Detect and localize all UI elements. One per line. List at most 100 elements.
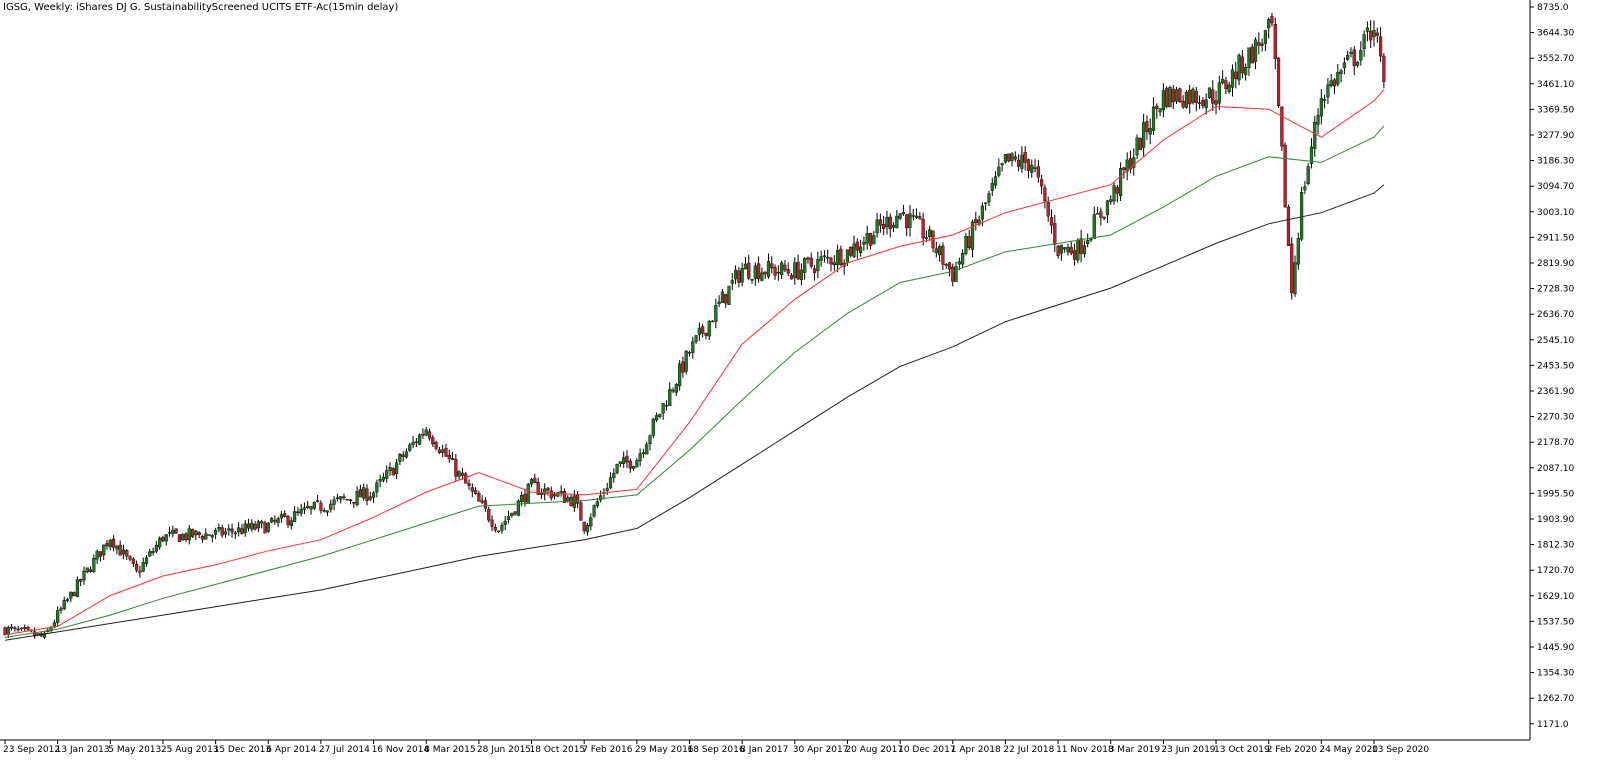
- candle-down: [1171, 88, 1175, 103]
- moving-average-mid-line: [4, 125, 1385, 638]
- candle-down: [111, 538, 116, 548]
- candle-down: [1046, 202, 1050, 217]
- candle-down: [1013, 156, 1017, 160]
- y-tick-label: 1995.50: [1537, 489, 1574, 499]
- candle-down: [342, 496, 346, 499]
- candle-up: [1244, 67, 1248, 75]
- candle-down: [79, 579, 83, 582]
- y-tick-label: 2270.30: [1537, 413, 1574, 423]
- candle-up: [816, 259, 820, 272]
- candle-down: [1007, 153, 1011, 162]
- y-tick-label: 2911.50: [1537, 233, 1574, 243]
- candle-down: [230, 528, 234, 533]
- candle-up: [668, 388, 672, 406]
- candle-up: [1300, 192, 1304, 240]
- candle-up: [835, 250, 840, 266]
- candle-up: [144, 557, 149, 564]
- candle-up: [450, 458, 455, 461]
- x-tick-label: 7 Feb 2016: [582, 745, 633, 755]
- candle-up: [1148, 128, 1152, 135]
- candle-down: [246, 523, 251, 529]
- candles-layer: [3, 12, 1386, 639]
- candle-up: [102, 544, 106, 556]
- candle-up: [1346, 55, 1350, 60]
- candle-up: [276, 518, 280, 524]
- candle-up: [599, 495, 603, 501]
- candle-down: [1072, 250, 1077, 260]
- y-tick-label: 3003.10: [1537, 208, 1574, 218]
- candle-up: [727, 285, 731, 305]
- y-tick-label: 1445.90: [1537, 643, 1574, 653]
- candle-down: [1283, 144, 1287, 208]
- candle-up: [1336, 72, 1340, 85]
- candle-up: [1306, 166, 1310, 184]
- candle-up: [539, 492, 544, 496]
- candle-up: [506, 516, 511, 520]
- candle-up: [1319, 98, 1323, 117]
- x-tick-label: 5 May 2013: [108, 745, 161, 755]
- candle-up: [233, 532, 237, 535]
- candle-down: [1033, 167, 1037, 169]
- candle-down: [263, 522, 267, 534]
- candle-up: [543, 488, 547, 495]
- candle-up: [223, 531, 228, 535]
- candle-down: [1036, 166, 1040, 178]
- candle-down: [1276, 57, 1281, 106]
- chart-title: IGSG, Weekly: iShares DJ G. Sustainabili…: [3, 2, 399, 13]
- x-tick-label: 16 Nov 2014: [372, 745, 430, 755]
- candle-down: [220, 527, 224, 536]
- candle-down: [757, 263, 761, 280]
- candle-down: [16, 628, 20, 631]
- x-tick-label: 8 Mar 2015: [424, 745, 475, 755]
- candle-down: [1115, 187, 1119, 194]
- candle-up: [500, 525, 504, 531]
- candle-down: [477, 493, 481, 502]
- y-tick-label: 3186.30: [1537, 157, 1574, 167]
- candle-up: [720, 291, 725, 303]
- candle-up: [1142, 122, 1146, 148]
- x-tick-label: 6 Apr 2014: [266, 745, 316, 755]
- candle-up: [1313, 121, 1317, 149]
- candle-down: [1382, 55, 1386, 82]
- candle-up: [1095, 213, 1100, 215]
- candle-up: [457, 471, 461, 477]
- candle-up: [385, 470, 389, 479]
- candle-up: [743, 263, 748, 270]
- candle-up: [1221, 78, 1225, 84]
- candle-up: [638, 453, 642, 462]
- candle-down: [131, 558, 135, 564]
- candle-down: [197, 532, 201, 536]
- candle-down: [806, 257, 810, 260]
- candle-down: [536, 481, 540, 495]
- y-tick-label: 1720.70: [1537, 566, 1574, 576]
- candle-up: [908, 213, 912, 228]
- candle-down: [1026, 159, 1031, 171]
- y-tick-label: 2728.30: [1537, 285, 1574, 295]
- candle-up: [556, 492, 560, 497]
- candle-up: [658, 413, 662, 418]
- candle-up: [872, 235, 876, 245]
- candle-down: [1257, 42, 1261, 46]
- candle-up: [1267, 19, 1271, 29]
- candle-up: [661, 403, 665, 414]
- x-tick-label: 29 May 2016: [635, 745, 694, 755]
- candle-down: [480, 500, 484, 503]
- candle-down: [1069, 247, 1073, 254]
- x-tick-label: 30 Apr 2017: [793, 745, 849, 755]
- candle-up: [368, 496, 372, 500]
- x-tick-label: 11 Nov 2018: [1056, 745, 1114, 755]
- candle-down: [855, 241, 859, 251]
- x-tick-label: 24 May 2020: [1319, 745, 1378, 755]
- candle-down: [444, 447, 448, 457]
- candle-up: [1161, 90, 1165, 111]
- candle-down: [701, 326, 705, 334]
- y-tick-label: 3644.30: [1537, 29, 1574, 39]
- candle-up: [250, 522, 254, 530]
- candle-down: [401, 454, 405, 457]
- candle-down: [1375, 32, 1379, 36]
- candle-up: [845, 249, 850, 263]
- candle-up: [302, 507, 307, 510]
- y-tick-label: 1171.0: [1537, 720, 1569, 730]
